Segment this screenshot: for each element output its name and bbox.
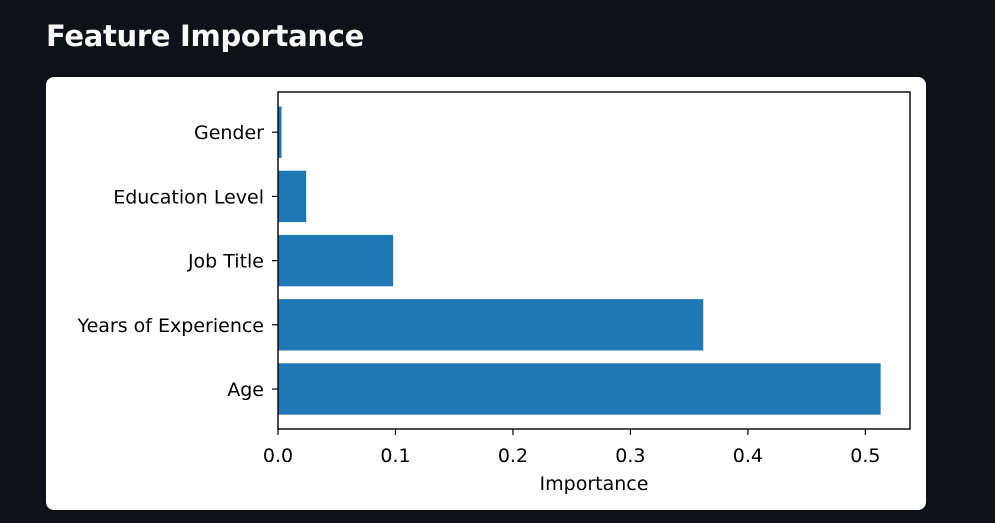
chart-card — [46, 77, 926, 510]
page-title: Feature Importance — [46, 19, 364, 53]
